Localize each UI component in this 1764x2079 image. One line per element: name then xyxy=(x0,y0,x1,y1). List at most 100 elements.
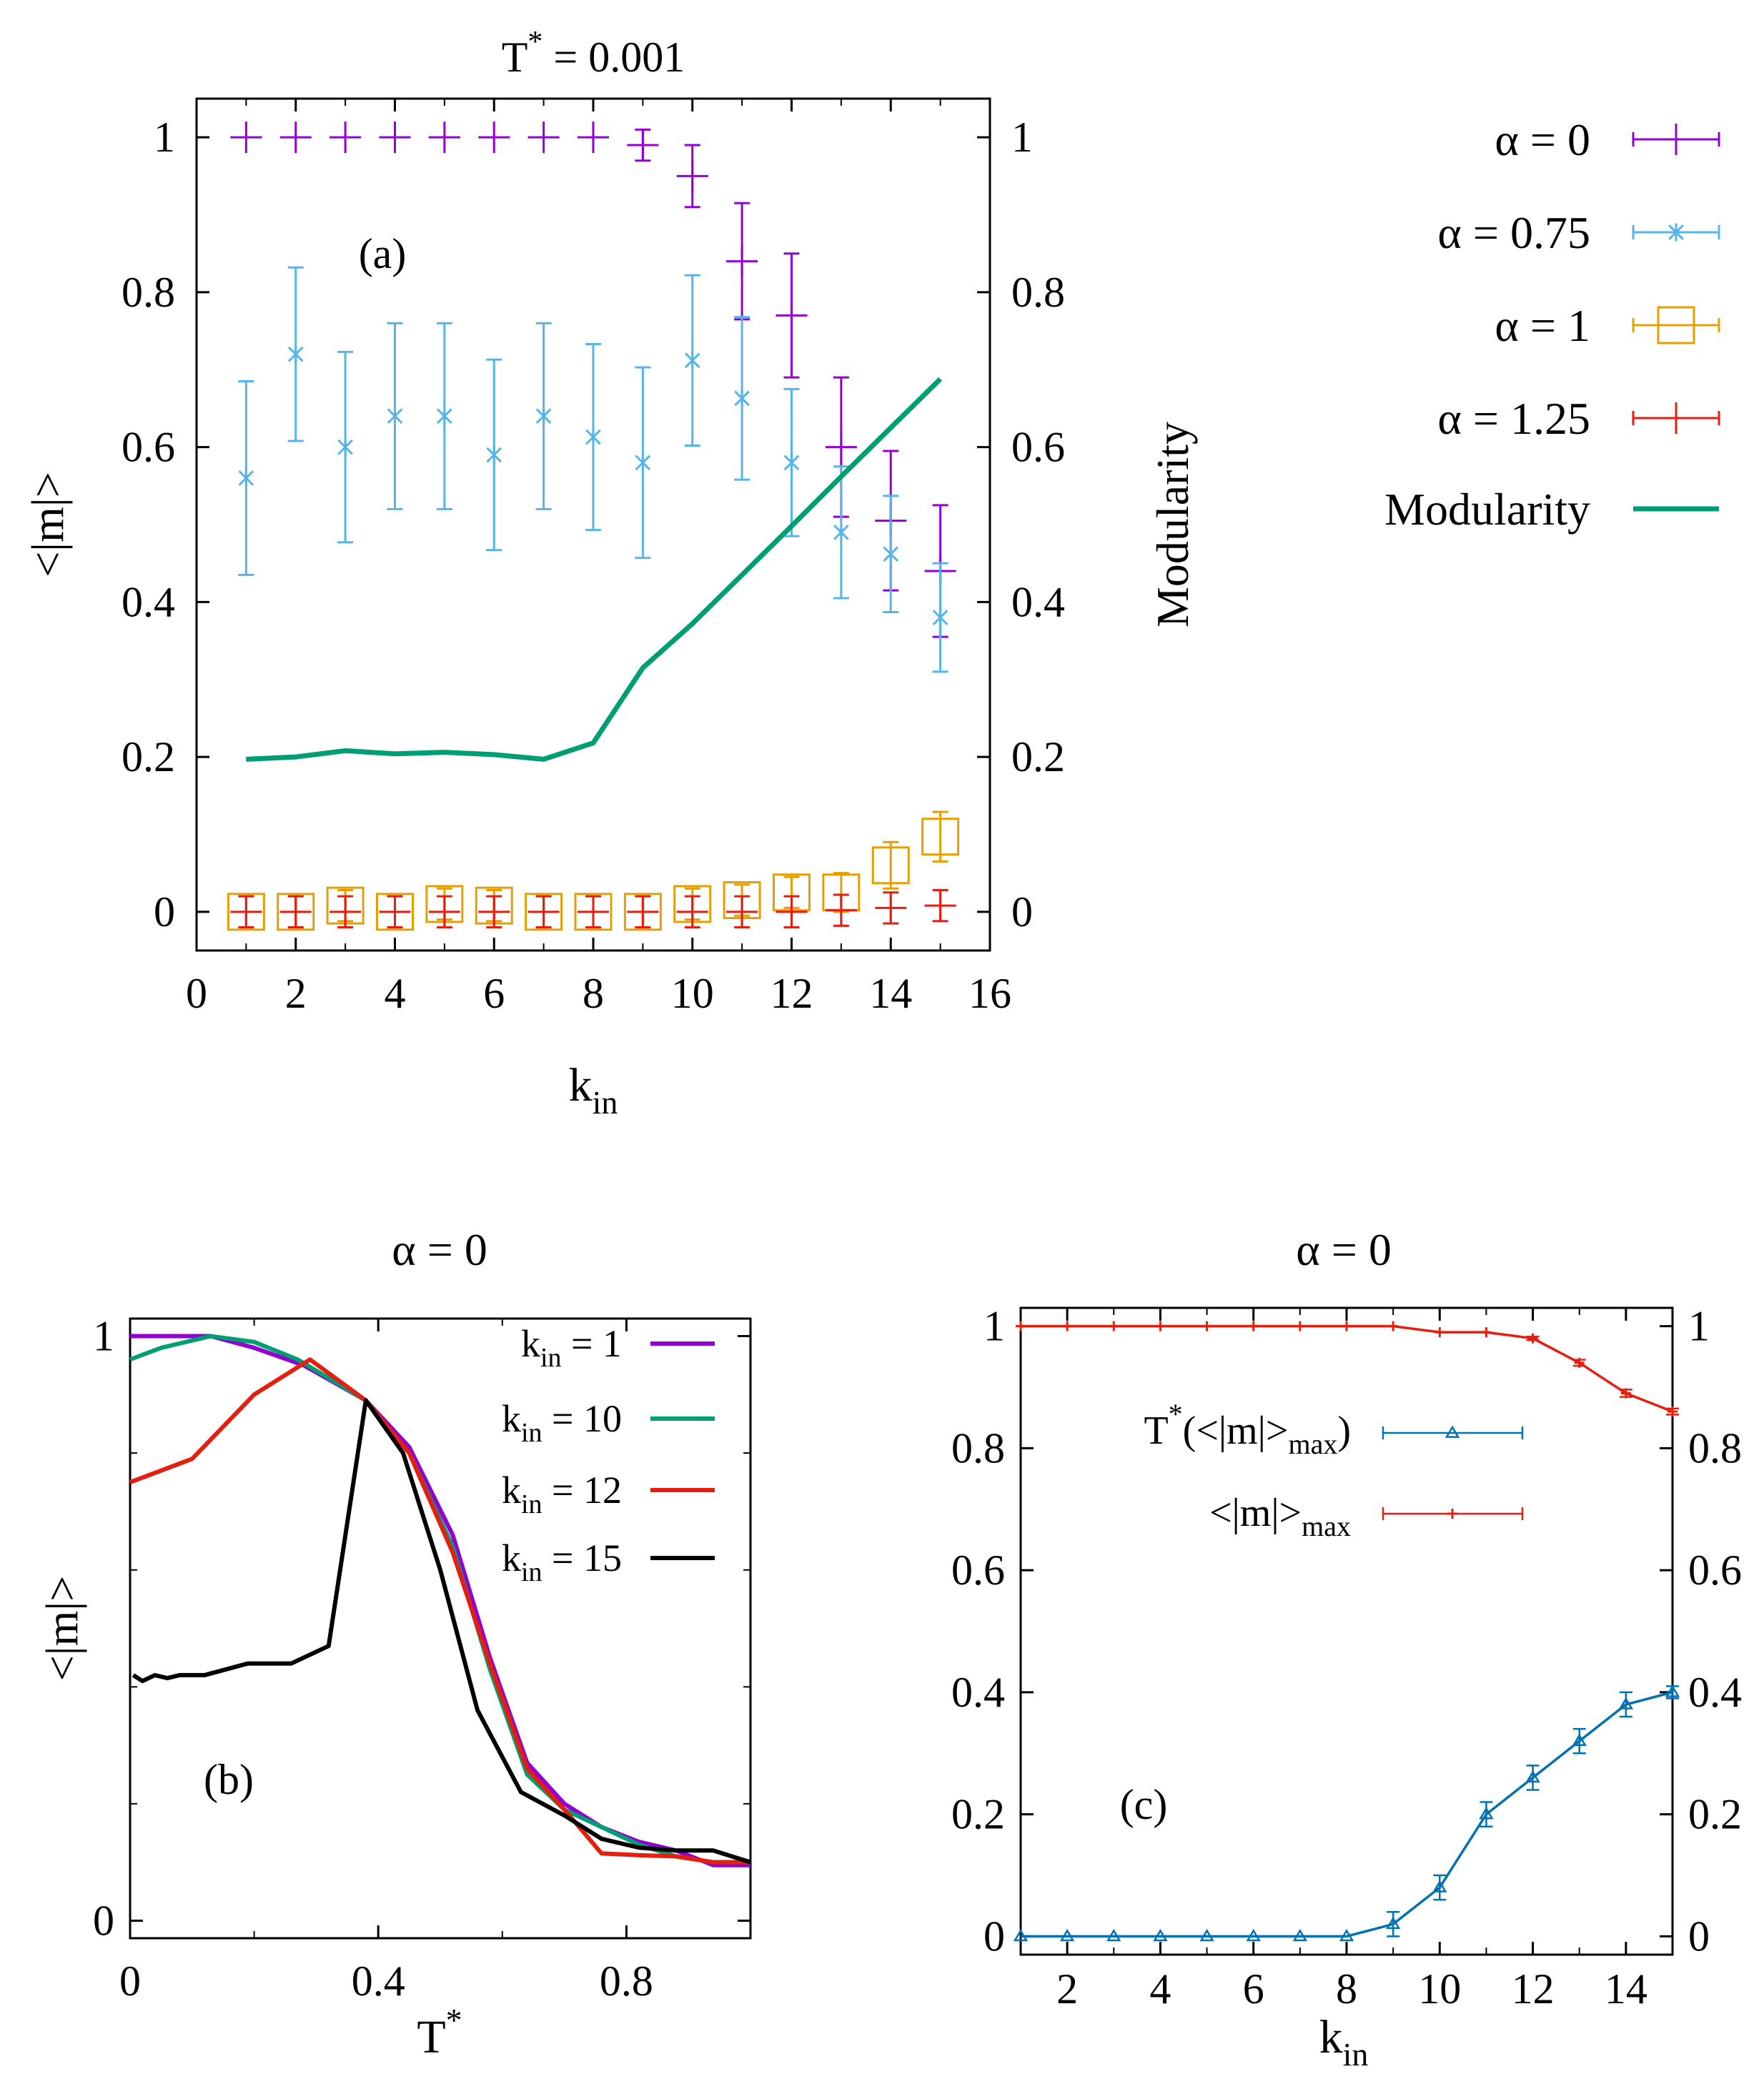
panel-c-xtick-label: 4 xyxy=(1149,1965,1171,2013)
panel-c-point xyxy=(1525,1770,1540,1783)
panel-c-ytick-label: 0 xyxy=(983,1912,1005,1960)
panel-a-title-rest: = 0.001 xyxy=(542,34,685,81)
panel-a-xtick-label: 2 xyxy=(285,970,307,1017)
panel-c-point xyxy=(1385,1916,1401,1930)
panel-a-legend-marker xyxy=(1657,306,1695,344)
panel-a-title: T* = 0.001 xyxy=(502,26,685,81)
panel-c-legend-label: <|m|>max xyxy=(1209,1491,1351,1542)
panel-b-xtick-label: 0.8 xyxy=(600,1958,653,2005)
panel-a-legend-label: α = 0.75 xyxy=(1437,207,1590,258)
panel-a-xtick-label: 16 xyxy=(968,970,1011,1017)
panel-c-point xyxy=(1432,1880,1447,1892)
panel-c-legend-sup: * xyxy=(1169,1398,1183,1430)
panel-b-legend-main: k xyxy=(502,1397,521,1440)
panel-c-legend-marker xyxy=(1445,1425,1460,1438)
panel-a-series-3 xyxy=(230,888,956,928)
panel-b-label: (b) xyxy=(204,1756,254,1803)
panel-b-ylabel: <|m|> xyxy=(36,1576,87,1682)
panel-a-xtick-label: 6 xyxy=(483,970,505,1017)
panel-c-point xyxy=(1246,1928,1261,1942)
panel-b-series-line xyxy=(132,1398,751,1865)
panel-b-series-line xyxy=(129,1357,750,1865)
panel-b-xlabel-sup: * xyxy=(446,2002,462,2038)
panel-b-legend-main: k xyxy=(521,1322,540,1365)
panel-c-frame xyxy=(1019,1306,1674,1956)
panel-c-legend-sub: max xyxy=(1288,1428,1337,1460)
panel-c-y2tick-label: 0 xyxy=(1688,1912,1710,1960)
panel-a-point xyxy=(871,846,910,885)
panel-c-ytick-label: 1 xyxy=(983,1303,1005,1350)
panel-b-legend-sub: in xyxy=(521,1489,542,1519)
panel-a-point xyxy=(227,893,265,931)
panel-c-legend-sub: max xyxy=(1302,1510,1351,1542)
panel-c-legend-part: <|m|> xyxy=(1209,1491,1302,1535)
panel-b-legend-label: kin = 10 xyxy=(502,1397,622,1448)
panel-c-point xyxy=(1153,1928,1168,1942)
panel-c-ytick-label: 0.4 xyxy=(951,1669,1005,1716)
panel-c-y2tick-label: 0.4 xyxy=(1688,1669,1742,1716)
panel-a-legend-label: Modularity xyxy=(1384,484,1590,535)
panel-c-label: (c) xyxy=(1120,1781,1168,1828)
panel-c-point xyxy=(1665,1684,1680,1697)
panel-b-legend-sub: in xyxy=(521,1557,542,1587)
panel-b-legend-label: kin = 12 xyxy=(502,1469,622,1519)
panel-b-ytick-label: 1 xyxy=(93,1313,114,1360)
panel-c-xlabel-main: k xyxy=(1319,2011,1343,2063)
panel-a-legend-label: α = 1.25 xyxy=(1437,393,1590,444)
panel-a-title-main: T xyxy=(502,34,528,81)
panel-a-legend-label: α = 0 xyxy=(1495,114,1590,165)
panel-a: 0 2 4 6 8 10 12 14 160 00.2 0.20.4 0.40.6 0.60.8 0.81… xyxy=(22,26,1720,1121)
panel-c-legend-part: (<|m|> xyxy=(1183,1409,1289,1453)
panel-a-ytick-label: 1 xyxy=(154,114,175,161)
panel-c-point xyxy=(1106,1928,1121,1942)
panel-c-series-line xyxy=(1021,1324,1673,1413)
panel-a-point xyxy=(277,893,315,931)
panel-a-y2tick-label: 0.2 xyxy=(1011,733,1065,780)
panel-b-frame xyxy=(129,1317,752,1940)
panel-c-xtick-label: 10 xyxy=(1418,1965,1461,2013)
panel-c-point xyxy=(1572,1733,1587,1747)
panel-a-xtick-label: 12 xyxy=(770,970,813,1017)
panel-b-legend-label: kin = 15 xyxy=(502,1537,622,1587)
panel-c-xtick-label: 12 xyxy=(1512,1965,1555,2013)
panel-c-point xyxy=(1059,1928,1075,1942)
panel-a-legend-label: α = 1 xyxy=(1495,300,1590,351)
panel-c-point xyxy=(1292,1928,1308,1942)
panel-c-point xyxy=(1618,1697,1634,1710)
panel-c-title: α = 0 xyxy=(1296,1224,1392,1275)
panel-b-legend-label: kin = 1 xyxy=(521,1322,622,1373)
panel-a-series-4 xyxy=(246,377,943,762)
panel-a-ylabel: <|m|> xyxy=(22,472,73,577)
panel-b-legend-rest: = 12 xyxy=(542,1469,622,1512)
panel-a-xlabel: kin xyxy=(569,1059,618,1121)
panel-a-xlabel-sub: in xyxy=(593,1084,618,1121)
panel-a-modularity-line xyxy=(246,377,943,762)
panel-c-xtick-label: 14 xyxy=(1605,1965,1647,2013)
panel-b-legend-sub: in xyxy=(521,1418,542,1448)
panel-b-xlabel: T* xyxy=(417,2002,462,2063)
panel-a-point xyxy=(525,893,563,931)
panel-a-legend: α = 0 α = 0.75 α = 1 α = 1.25 Modularity xyxy=(1384,114,1720,535)
panel-c-legend: T*(<|m|>max)<|m|>max xyxy=(1144,1398,1524,1542)
panel-a-ytick-label: 0.8 xyxy=(122,269,175,316)
panel-c-xlabel: kin xyxy=(1319,2011,1369,2073)
panel-b-xtick-label: 0 xyxy=(119,1958,141,2005)
panel-a-xlabel-main: k xyxy=(569,1059,593,1111)
panel-a-y2tick-label: 0 xyxy=(1011,888,1033,936)
panel-c: 2 4 6 8 10 12 14 0 0 0.2 0.2 0.4 0.4 0.6 0.6 0.8 0.8 1 1 α … xyxy=(951,1224,1742,2073)
panel-b-series-line xyxy=(130,1334,750,1867)
panel-a-series-1 xyxy=(238,266,948,673)
panel-c-legend-label: T*(<|m|>max) xyxy=(1144,1398,1351,1460)
panel-a-title-sup: * xyxy=(527,26,542,59)
panel-b-legend-main: k xyxy=(502,1537,521,1579)
panel-c-series-line xyxy=(1021,1691,1673,1938)
panel-a-xtick-label: 0 xyxy=(186,970,207,1017)
panel-c-y2tick-label: 0.6 xyxy=(1688,1547,1742,1594)
panel-a-ytick-label: 0 xyxy=(154,888,175,936)
panel-a-point xyxy=(623,893,662,931)
panel-c-series-0 xyxy=(1013,1684,1680,1942)
panel-a-xtick-label: 10 xyxy=(671,970,714,1017)
panel-a-xtick-label: 8 xyxy=(583,970,604,1017)
